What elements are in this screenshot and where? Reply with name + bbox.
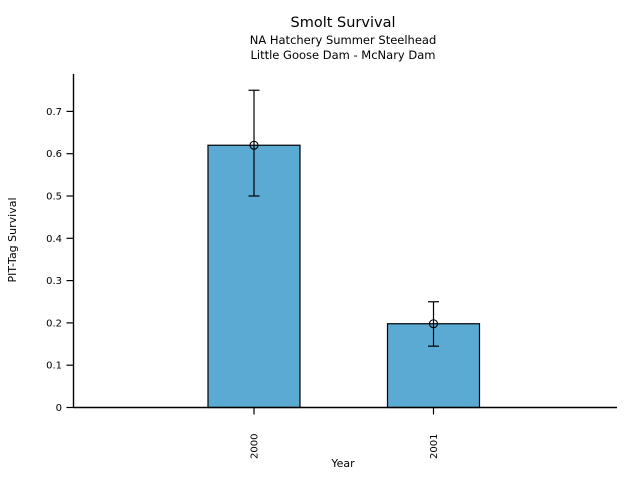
y-tick-label: 0	[56, 403, 62, 414]
x-axis-title: Year	[330, 457, 355, 470]
y-axis-title: PIT-Tag Survival	[6, 197, 19, 282]
y-tick-label: 0.6	[46, 149, 62, 160]
y-tick-label: 0.3	[46, 276, 62, 287]
axes: 0 0.1 0.2 0.3 0.4 0.5 0.6 0.7 2000 2001	[46, 74, 617, 459]
y-tick-label: 0.4	[46, 234, 62, 245]
x-tick-label-2001: 2001	[429, 434, 440, 459]
y-tick-label: 0.5	[46, 192, 62, 203]
chart-title: Smolt Survival	[291, 15, 396, 31]
x-tick-label-2000: 2000	[250, 434, 261, 459]
mean-marker-2000	[249, 140, 259, 150]
mean-marker-2001	[428, 319, 439, 329]
y-tick-label: 0.7	[46, 107, 62, 118]
chart-subtitle-1: NA Hatchery Summer Steelhead	[250, 33, 437, 47]
y-tick-label: 0.1	[46, 361, 62, 372]
y-tick-label: 0.2	[46, 318, 62, 329]
chart-subtitle-2: Little Goose Dam - McNary Dam	[250, 48, 435, 62]
plot-area	[207, 89, 481, 409]
